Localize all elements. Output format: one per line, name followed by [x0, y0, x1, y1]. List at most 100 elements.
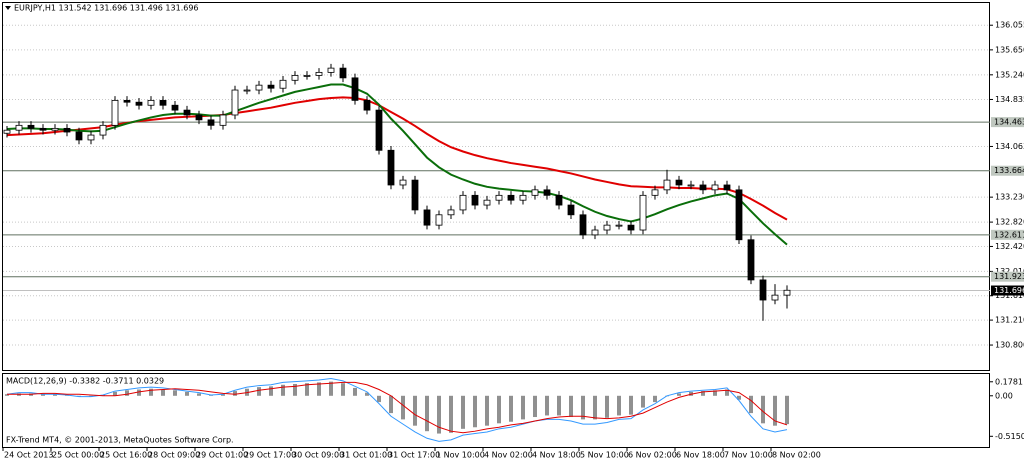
y-tick-label: 132.010	[995, 267, 1024, 276]
candle-body	[651, 189, 659, 196]
candle-body	[87, 134, 95, 141]
candle-body	[483, 199, 491, 206]
candle-body	[255, 84, 263, 91]
candle-body	[675, 179, 683, 186]
macd-bar	[353, 387, 357, 396]
macd-bar	[269, 386, 273, 396]
macd-bar	[281, 384, 285, 396]
x-tick-label: 5 Nov 10:00	[580, 451, 629, 460]
macd-bar	[449, 395, 453, 433]
x-tick-label: 24 Oct 2013	[4, 451, 53, 460]
candle-body	[111, 99, 119, 126]
x-tick-label: 25 Oct 16:00	[100, 451, 152, 460]
candle-body	[783, 289, 791, 296]
candle-body	[159, 99, 167, 106]
macd-bar	[509, 395, 513, 422]
y-tick-label: -0.5150	[995, 432, 1024, 441]
macd-bar	[545, 395, 549, 416]
candle-body	[99, 124, 107, 136]
candle-body	[735, 189, 743, 241]
menu-arrow	[5, 6, 11, 10]
candle-body	[351, 77, 359, 101]
x-tick-label: 29 Oct 01:00	[196, 451, 248, 460]
macd-bar	[569, 395, 573, 418]
macd-bar	[641, 395, 645, 408]
macd-bar	[701, 391, 705, 396]
x-tick-label: 4 Nov 02:00	[484, 451, 533, 460]
candle-body	[123, 99, 131, 103]
y-tick-label: 135.240	[995, 70, 1024, 79]
macd-bar	[461, 395, 465, 429]
candle-body	[423, 209, 431, 226]
macd-bar	[725, 389, 729, 396]
y-tick-label: 132.820	[995, 218, 1024, 227]
macd-bar	[305, 383, 309, 396]
macd-bar	[233, 391, 237, 396]
macd-bar	[533, 395, 537, 418]
macd-bar	[773, 395, 777, 426]
x-tick-label: 6 Nov 18:00	[676, 451, 725, 460]
x-tick-label: 28 Oct 09:00	[148, 451, 200, 460]
candle-body	[63, 127, 71, 133]
x-tick-label: 7 Nov 10:00	[724, 451, 773, 460]
candle-body	[543, 189, 551, 196]
candle-body	[207, 119, 215, 126]
y-tick-label: 130.800	[995, 341, 1024, 350]
candle-body	[171, 104, 179, 111]
candle-body	[183, 109, 191, 116]
macd-bar	[125, 390, 129, 396]
y-tick-label: 134.063	[995, 142, 1024, 151]
macd-bar	[341, 383, 345, 396]
macd-bar	[473, 395, 477, 428]
candle-body	[411, 179, 419, 211]
y-tick-label: 132.420	[995, 242, 1024, 251]
candle-body	[615, 224, 623, 227]
candle-body	[375, 109, 383, 151]
macd-bar	[293, 383, 297, 396]
candle-body	[279, 79, 287, 89]
macd-bar	[617, 395, 621, 416]
macd-panel	[2, 373, 990, 448]
macd-bar	[365, 392, 369, 396]
candle-body	[723, 184, 731, 191]
candle-body	[699, 184, 707, 191]
candle-body	[459, 194, 467, 211]
price-panel	[2, 2, 990, 371]
candle-body	[327, 67, 335, 73]
candle-body	[387, 149, 395, 186]
candle-body	[339, 67, 347, 79]
macd-bar	[413, 395, 417, 426]
candle-body	[663, 179, 671, 191]
candle-body	[51, 127, 59, 131]
candle-body	[495, 194, 503, 201]
candle-body	[303, 75, 311, 77]
candle-body	[771, 294, 779, 301]
macd-bar	[5, 394, 9, 396]
candle-body	[291, 75, 299, 81]
x-tick-label: 29 Oct 17:00	[244, 451, 296, 460]
y-tick-label: 0.00	[995, 391, 1013, 400]
macd-title: MACD(12,26,9) -0.3382 -0.3711 0.0329	[6, 377, 164, 386]
macd-bar	[737, 395, 741, 400]
candle-body	[639, 194, 647, 231]
copyright: FX-Trend MT4, © 2001-2013, MetaQuotes So…	[6, 436, 234, 445]
x-tick-label: 4 Nov 18:00	[532, 451, 581, 460]
macd-bar	[149, 388, 153, 396]
macd-bar	[605, 395, 609, 418]
macd-bar	[653, 395, 657, 403]
macd-bar	[377, 395, 381, 403]
macd-bar	[425, 395, 429, 432]
level-label: 132.611	[994, 230, 1024, 239]
macd-bar	[113, 391, 117, 396]
macd-bar	[785, 395, 789, 425]
macd-bar	[53, 394, 57, 396]
symbol-header: EURJPY,H1 131.542 131.696 131.496 131.69…	[14, 4, 199, 13]
y-tick-label: 134.835	[995, 95, 1024, 104]
candle-body	[435, 214, 443, 226]
macd-bar	[713, 390, 717, 396]
candle-body	[399, 179, 407, 186]
candle-body	[135, 101, 143, 106]
candle-body	[447, 209, 455, 216]
x-tick-label: 31 Oct 17:00	[388, 451, 440, 460]
